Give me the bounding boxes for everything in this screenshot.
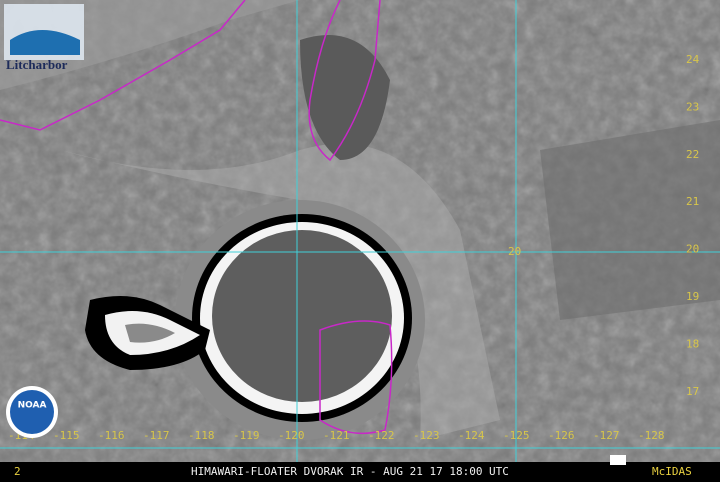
- longitude-label: -120: [278, 429, 305, 442]
- footer-bar: [0, 462, 720, 482]
- frame-number: 2: [14, 465, 21, 478]
- graticule: [0, 0, 720, 462]
- latitude-label: 17: [686, 385, 699, 398]
- longitude-label: -125: [503, 429, 530, 442]
- longitude-label: -116: [98, 429, 125, 442]
- longitude-label: -115: [53, 429, 80, 442]
- longitude-label: -124: [458, 429, 485, 442]
- latitude-label: 20: [686, 243, 699, 256]
- latitude-label: 23: [686, 100, 699, 113]
- noaa-logo-inner: [10, 390, 54, 434]
- software: McIDAS: [652, 465, 692, 478]
- longitude-labels: -114-115-116-117-118-119-120-121-122-123…: [8, 429, 665, 442]
- longitude-label: -121: [323, 429, 350, 442]
- grey-band: [125, 323, 175, 343]
- latitude-label: 22: [686, 148, 699, 161]
- coastline: [319, 320, 393, 435]
- eye: [212, 230, 392, 402]
- latitude-label: 24: [686, 53, 700, 66]
- grid-label: 20: [508, 245, 521, 258]
- latitude-label: 19: [686, 290, 699, 303]
- latitude-label: 18: [686, 337, 699, 350]
- logo-wave: [10, 30, 80, 55]
- cloud-cell: [300, 35, 390, 160]
- longitude-label: -117: [143, 429, 170, 442]
- longitude-label: -123: [413, 429, 440, 442]
- logo-text: Litcharbor: [6, 57, 68, 72]
- longitude-label: -128: [638, 429, 665, 442]
- longitude-label: -122: [368, 429, 395, 442]
- cloud-band: [60, 143, 500, 441]
- footer-swatch: [610, 455, 626, 465]
- longitude-label: -119: [233, 429, 260, 442]
- noaa-text: NOAA: [18, 401, 47, 411]
- longitude-label: -127: [593, 429, 620, 442]
- coastline: [0, 0, 246, 131]
- longitude-label: -126: [548, 429, 575, 442]
- latitude-labels: 24 23 22 21 20 19 18 17: [686, 53, 700, 398]
- latitude-label: 21: [686, 195, 699, 208]
- coastline: [308, 0, 381, 162]
- longitude-label: -118: [188, 429, 215, 442]
- cloud-band: [540, 120, 720, 320]
- caption: HIMAWARI-FLOATER DVORAK IR - AUG 21 17 1…: [191, 465, 509, 478]
